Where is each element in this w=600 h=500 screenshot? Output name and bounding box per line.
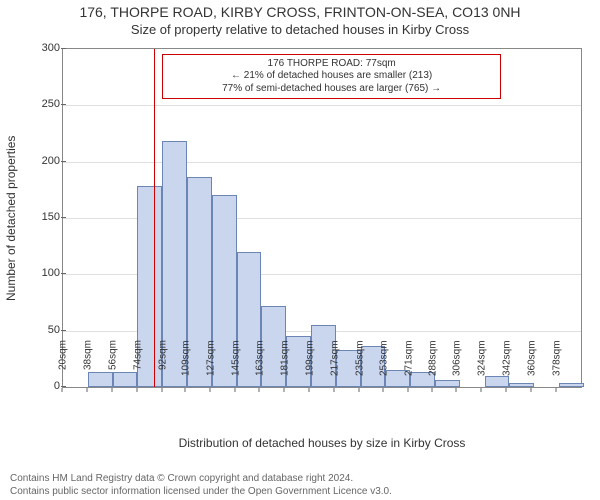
annotation-box: 176 THORPE ROAD: 77sqm ← 21% of detached… — [162, 54, 501, 100]
chart-subtitle: Size of property relative to detached ho… — [0, 22, 600, 37]
y-tick-label: 150 — [20, 211, 60, 223]
reference-line — [154, 49, 155, 387]
x-tick-label: 38sqm — [83, 340, 94, 388]
x-tick-label: 199sqm — [305, 340, 316, 388]
x-tick-label: 127sqm — [205, 340, 216, 388]
chart-container: 176, THORPE ROAD, KIRBY CROSS, FRINTON-O… — [0, 0, 600, 500]
x-tick-label: 163sqm — [255, 340, 266, 388]
y-tick-label: 0 — [20, 380, 60, 392]
x-tick-label: 360sqm — [526, 340, 537, 388]
footer-text: Contains HM Land Registry data © Crown c… — [10, 473, 590, 498]
y-tick-label: 100 — [20, 267, 60, 279]
chart-title: 176, THORPE ROAD, KIRBY CROSS, FRINTON-O… — [0, 4, 600, 20]
plot-area: 176 THORPE ROAD: 77sqm ← 21% of detached… — [62, 48, 582, 388]
annotation-line3: 77% of semi-detached houses are larger (… — [168, 83, 495, 96]
x-tick-label: 342sqm — [502, 340, 513, 388]
footer-line2: Contains public sector information licen… — [10, 486, 590, 499]
x-tick-label: 56sqm — [107, 340, 118, 388]
footer-line1: Contains HM Land Registry data © Crown c… — [10, 473, 590, 486]
x-tick-label: 74sqm — [132, 340, 143, 388]
x-tick-label: 20sqm — [58, 340, 69, 388]
x-tick-label: 271sqm — [404, 340, 415, 388]
x-tick-label: 145sqm — [230, 340, 241, 388]
histogram-bar — [559, 383, 584, 388]
x-tick-label: 378sqm — [551, 340, 562, 388]
x-tick-label: 181sqm — [280, 340, 291, 388]
y-tick-label: 250 — [20, 98, 60, 110]
y-axis-label: Number of detached properties — [4, 48, 20, 388]
histogram-bars — [63, 49, 581, 387]
x-tick-label: 288sqm — [427, 340, 438, 388]
x-tick-label: 235sqm — [354, 340, 365, 388]
x-tick-label: 109sqm — [181, 340, 192, 388]
x-tick-label: 324sqm — [477, 340, 488, 388]
y-tick-label: 300 — [20, 42, 60, 54]
x-tick-label: 217sqm — [329, 340, 340, 388]
x-tick-label: 306sqm — [452, 340, 463, 388]
y-tick-label: 200 — [20, 155, 60, 167]
annotation-line2: ← 21% of detached houses are smaller (21… — [168, 70, 495, 83]
x-tick-label: 92sqm — [157, 340, 168, 388]
annotation-line1: 176 THORPE ROAD: 77sqm — [168, 58, 495, 71]
x-axis-label: Distribution of detached houses by size … — [62, 436, 582, 450]
y-tick-label: 50 — [20, 324, 60, 336]
x-tick-label: 253sqm — [379, 340, 390, 388]
